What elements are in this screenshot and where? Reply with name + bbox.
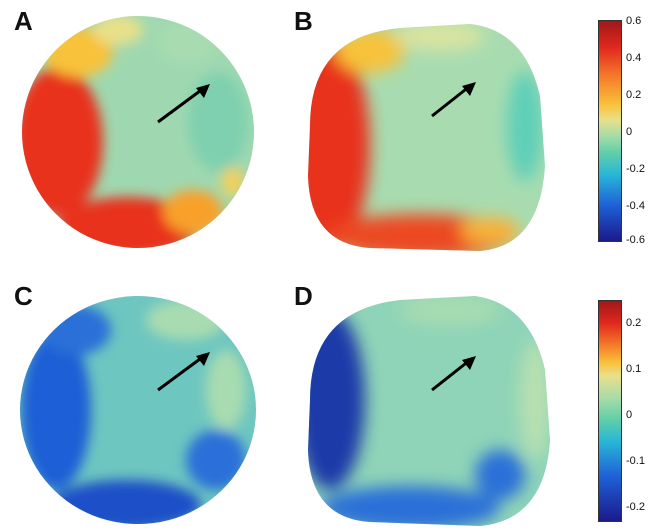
panel-label-b: B [294,6,313,36]
colorbar-top-tick: -0.2 [626,163,645,175]
panel-label-a: A [14,6,33,36]
colorbar-top-tick: -0.4 [626,200,645,212]
panel-label-c: C [14,281,33,311]
colorbar-bottom-tick: 0.1 [626,363,642,375]
colorbar-bottom [598,300,622,522]
colorbar-top-tick: -0.6 [626,234,645,246]
colorbar-top [598,20,622,242]
strain-map-d [308,296,550,526]
colorbar-top-tick: 0 [626,126,633,138]
colorbar-bottom-tick: -0.2 [626,501,645,513]
colorbar-top-tick: 0.4 [626,52,642,64]
colorbar-top-tick: 0.6 [626,15,642,27]
strain-map-c [20,296,257,524]
colorbar-bottom-tick: -0.1 [626,455,645,467]
strain-map-b [308,24,545,251]
panel-label-d: D [294,281,313,311]
colorbar-bottom-tick: 0 [626,409,633,421]
strain-map-a [22,16,255,248]
colorbar-top-tick: 0.2 [626,89,642,101]
colorbar-bottom-tick: 0.2 [626,317,642,329]
